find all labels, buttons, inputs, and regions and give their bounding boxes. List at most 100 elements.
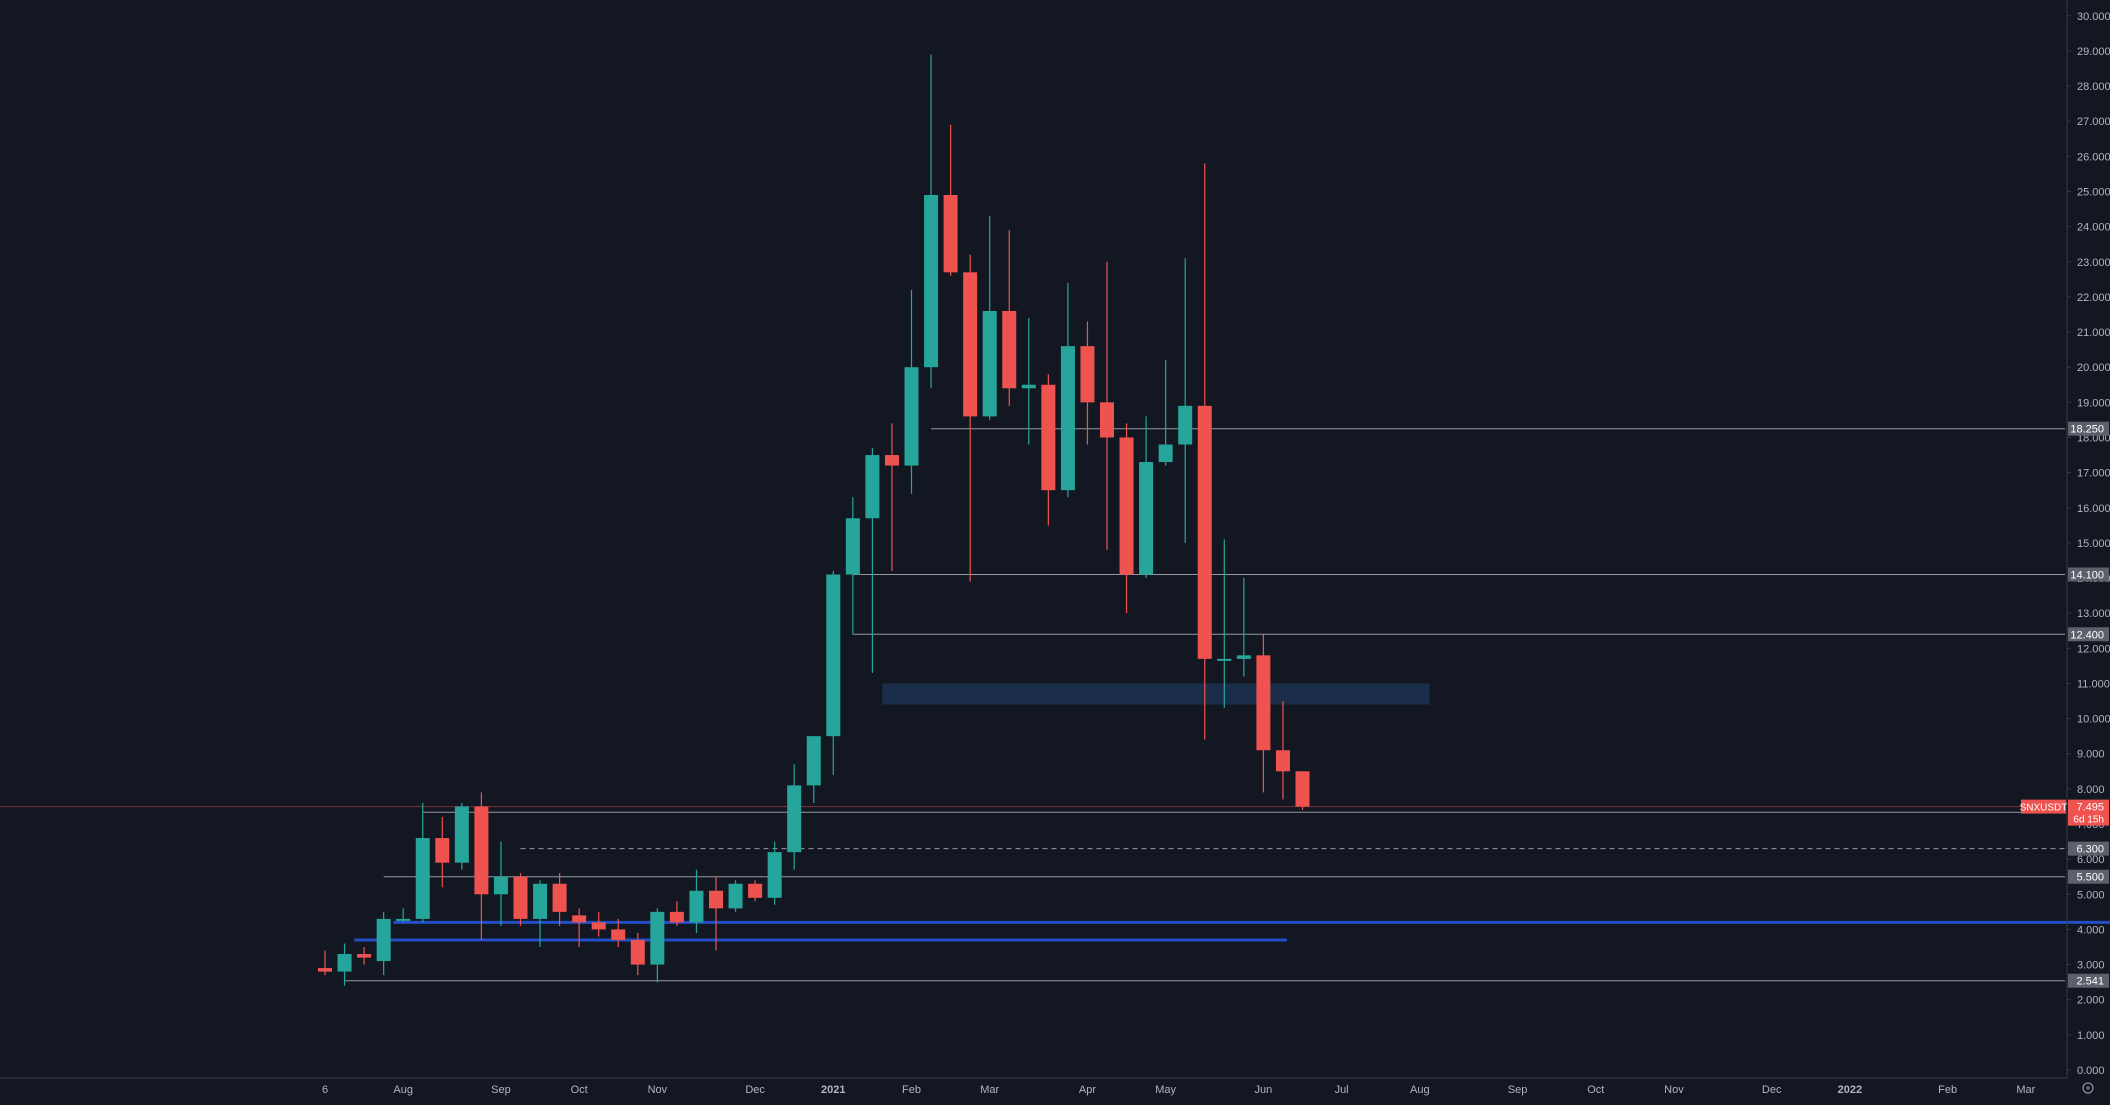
candle-body	[904, 367, 919, 466]
gear-icon[interactable]	[2082, 1082, 2094, 1094]
candle[interactable]	[1256, 634, 1271, 793]
time-tick-label: Mar	[980, 1084, 999, 1096]
candle[interactable]	[1275, 701, 1290, 800]
candle[interactable]	[1197, 163, 1212, 740]
candle[interactable]	[1178, 258, 1193, 543]
candle[interactable]	[474, 792, 489, 940]
candle[interactable]	[1139, 416, 1154, 579]
price-tick-label: 13.000	[2077, 608, 2110, 620]
candle[interactable]	[572, 908, 587, 948]
candle[interactable]	[396, 908, 411, 923]
candle[interactable]	[1217, 539, 1232, 709]
price-tick-label: 2.000	[2077, 995, 2105, 1007]
candle[interactable]	[826, 571, 841, 775]
time-tick-label: Aug	[393, 1084, 413, 1096]
candle[interactable]	[552, 873, 567, 926]
price-tick-label: 12.000	[2077, 643, 2110, 655]
candle-body	[415, 838, 430, 919]
candle[interactable]	[689, 869, 704, 933]
price-tick-label: 27.000	[2077, 116, 2110, 128]
time-axis[interactable]: 6 Aug Sep Oct Nov Dec 2021 Feb Mar Apr May Jun Jul Au…	[0, 1077, 2067, 1096]
candle[interactable]	[630, 932, 645, 976]
level-badge-label: 12.400	[2070, 629, 2104, 641]
candle[interactable]	[493, 841, 508, 926]
candle-body	[1275, 750, 1290, 772]
candle[interactable]	[1021, 318, 1036, 445]
candle[interactable]	[924, 54, 939, 389]
candle[interactable]	[611, 918, 626, 948]
candle[interactable]	[865, 448, 880, 673]
candle[interactable]	[1002, 230, 1017, 406]
price-tick-label: 15.000	[2077, 538, 2110, 550]
candle-body	[943, 195, 958, 273]
candle[interactable]	[376, 911, 391, 976]
time-tick-label: Mar	[2016, 1084, 2035, 1096]
time-tick-label: Dec	[745, 1084, 765, 1096]
price-tick-label: 21.000	[2077, 327, 2110, 339]
candle[interactable]	[591, 911, 606, 937]
candle[interactable]	[904, 289, 919, 494]
candle[interactable]	[787, 764, 802, 870]
axis-settings-button[interactable]	[2082, 1082, 2094, 1094]
level-badge-label: 18.250	[2070, 424, 2104, 436]
candle-body	[806, 736, 821, 786]
candle-body	[435, 838, 450, 863]
time-tick-label: 6	[322, 1084, 328, 1096]
candle-body	[845, 518, 860, 575]
candle[interactable]	[982, 216, 997, 420]
price-tick-label: 8.000	[2077, 784, 2105, 796]
candle[interactable]	[963, 254, 978, 582]
candle[interactable]	[1119, 423, 1134, 614]
price-tick-label: 5.000	[2077, 889, 2105, 901]
candle[interactable]	[415, 802, 430, 923]
level-badge-bg	[2068, 869, 2109, 884]
candle-body	[337, 954, 352, 972]
candle[interactable]	[728, 880, 743, 912]
candle[interactable]	[337, 943, 352, 986]
candle[interactable]	[806, 736, 821, 803]
candle[interactable]	[1100, 261, 1114, 550]
time-tick-label: Aug	[1410, 1084, 1430, 1096]
time-tick-label: Apr	[1079, 1084, 1096, 1096]
levels-layer	[0, 428, 2065, 982]
candle[interactable]	[1236, 578, 1251, 677]
candle-body	[1002, 310, 1017, 389]
candle[interactable]	[454, 802, 469, 870]
candle-body	[1021, 384, 1036, 389]
candle[interactable]	[513, 873, 528, 926]
level-badge-bg	[2068, 841, 2109, 856]
supply-zone[interactable]	[882, 683, 1430, 705]
candle-body	[552, 883, 567, 912]
candle[interactable]	[650, 908, 665, 983]
candle[interactable]	[884, 423, 899, 572]
candle-body	[1158, 444, 1173, 463]
candle-body	[748, 883, 763, 898]
candle[interactable]	[709, 876, 723, 951]
candle[interactable]	[357, 947, 372, 965]
candle[interactable]	[669, 901, 684, 926]
candle[interactable]	[1060, 282, 1075, 498]
candle[interactable]	[1041, 374, 1056, 526]
candle[interactable]	[748, 880, 763, 902]
candle[interactable]	[943, 124, 958, 276]
candle[interactable]	[318, 950, 332, 976]
candle[interactable]	[845, 497, 860, 635]
level-badge-label: 2.541	[2076, 976, 2104, 988]
level-badge: 2.541	[2068, 973, 2109, 988]
candle-body	[513, 876, 528, 919]
price-tick-label: 23.000	[2077, 257, 2110, 269]
candle[interactable]	[1158, 360, 1173, 466]
candle-body	[1119, 437, 1134, 575]
candle[interactable]	[1080, 321, 1095, 445]
candle[interactable]	[767, 841, 782, 905]
time-tick-label: Feb	[1938, 1084, 1957, 1096]
candle[interactable]	[533, 880, 548, 948]
candle[interactable]	[435, 816, 450, 888]
candle[interactable]	[1295, 771, 1310, 810]
candle-body	[650, 911, 665, 965]
time-tick-label: May	[1155, 1084, 1176, 1096]
candle-body	[1295, 771, 1310, 807]
current-price-badge-bg	[2068, 799, 2109, 826]
